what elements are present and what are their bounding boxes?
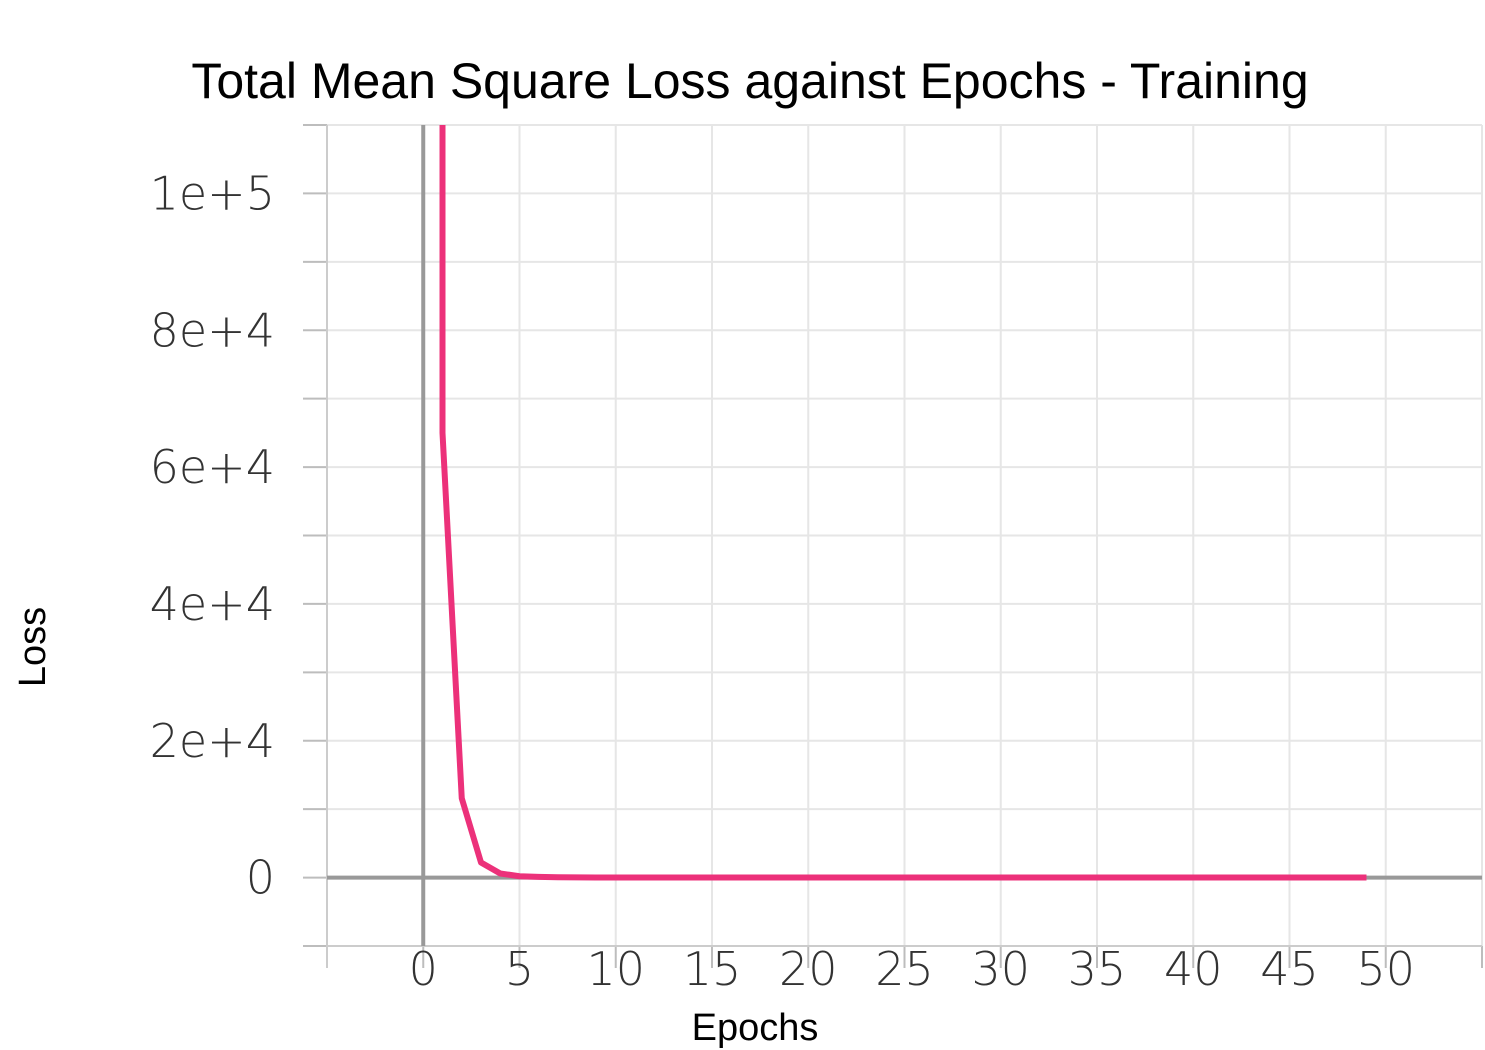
x-axis-label: Epochs [692,1007,819,1049]
x-tick-label: 50 [1356,942,1415,996]
x-tick-label: 10 [586,942,645,996]
x-tick-label: 0 [409,942,438,996]
series-line-0 [439,125,1367,881]
chart-title: Total Mean Square Loss against Epochs - … [191,53,1308,109]
minor-ticks [303,124,1483,968]
x-tick-label: 30 [971,942,1030,996]
x-tick-labels: 0 5 10 15 20 25 30 35 40 45 50 [409,942,1415,996]
x-tick-label: 20 [779,942,838,996]
grid [326,124,1483,947]
y-axis-label: Loss [12,607,54,687]
y-tick-labels: 0 2e+4 4e+4 6e+4 8e+4 1e+5 [150,166,275,904]
x-tick-label: 45 [1260,942,1319,996]
y-tick-label: 6e+4 [150,440,275,494]
series-layer [439,125,1367,881]
x-tick-label: 35 [1068,942,1127,996]
y-tick-label: 4e+4 [150,577,275,631]
y-tick-label: 1e+5 [150,166,275,220]
x-tick-label: 40 [1164,942,1223,996]
y-tick-label: 2e+4 [150,714,275,768]
x-tick-label: 25 [875,942,934,996]
y-tick-label: 0 [246,851,275,905]
x-tick-label: 15 [683,942,742,996]
y-tick-label: 8e+4 [150,303,275,357]
x-tick-label: 5 [505,942,534,996]
